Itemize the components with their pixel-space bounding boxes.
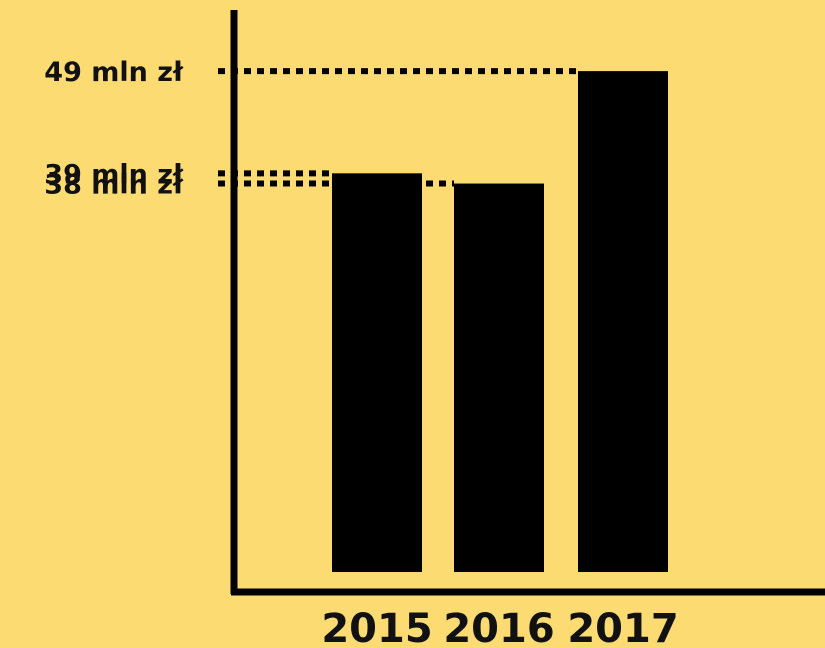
bar-2017: [578, 71, 668, 572]
category-label-2016: 2016: [443, 606, 554, 648]
category-label-2015: 2015: [321, 606, 432, 648]
value-label-2016: 38 mln zł: [44, 170, 184, 201]
leader-lines: [218, 68, 578, 187]
bars: [332, 71, 668, 573]
category-label-2017: 2017: [567, 606, 678, 648]
value-label-2017: 49 mln zł: [44, 57, 184, 88]
value-label-2015: 39 mln zł: [44, 159, 184, 190]
category-labels: 2015 2016 2017: [321, 606, 678, 648]
bar-2015: [332, 173, 422, 573]
bar-2016: [454, 183, 544, 573]
